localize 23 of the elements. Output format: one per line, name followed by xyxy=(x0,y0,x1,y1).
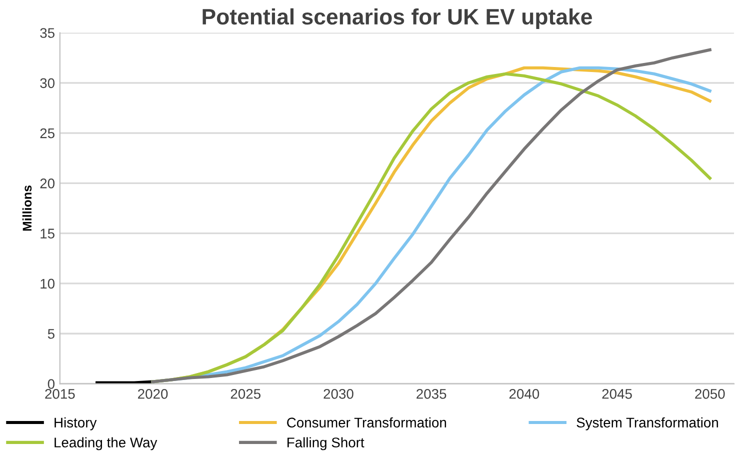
y-tick-label: 20 xyxy=(40,178,55,188)
x-tick-label: 2035 xyxy=(416,388,446,399)
legend-label: Consumer Transformation xyxy=(287,417,446,428)
y-tick-label: 25 xyxy=(40,128,54,138)
legend-label: Falling Short xyxy=(288,437,364,450)
y-tick-label: 0 xyxy=(48,379,55,389)
legend-label: Leading the Way xyxy=(54,437,158,450)
y-axis-title: Millions xyxy=(22,186,32,231)
x-tick-label: 2045 xyxy=(602,388,632,399)
y-tick-label: 30 xyxy=(40,78,55,88)
x-tick-label: 2025 xyxy=(230,388,260,399)
x-tick-label: 2015 xyxy=(45,388,75,399)
x-tick-label: 2040 xyxy=(509,388,540,399)
y-tick-label: 35 xyxy=(40,28,54,38)
y-tick-label: 5 xyxy=(48,329,54,339)
x-tick-label: 2030 xyxy=(324,388,354,399)
legend-label: System Transformation xyxy=(576,417,718,430)
y-tick-label: 15 xyxy=(40,228,54,238)
x-tick-label: 2020 xyxy=(138,388,168,399)
x-tick-label: 2050 xyxy=(695,388,725,399)
chart-title: Potential scenarios for UK EV uptake xyxy=(202,8,592,30)
y-tick-label: 10 xyxy=(40,278,55,289)
legend-label: History xyxy=(54,417,97,430)
